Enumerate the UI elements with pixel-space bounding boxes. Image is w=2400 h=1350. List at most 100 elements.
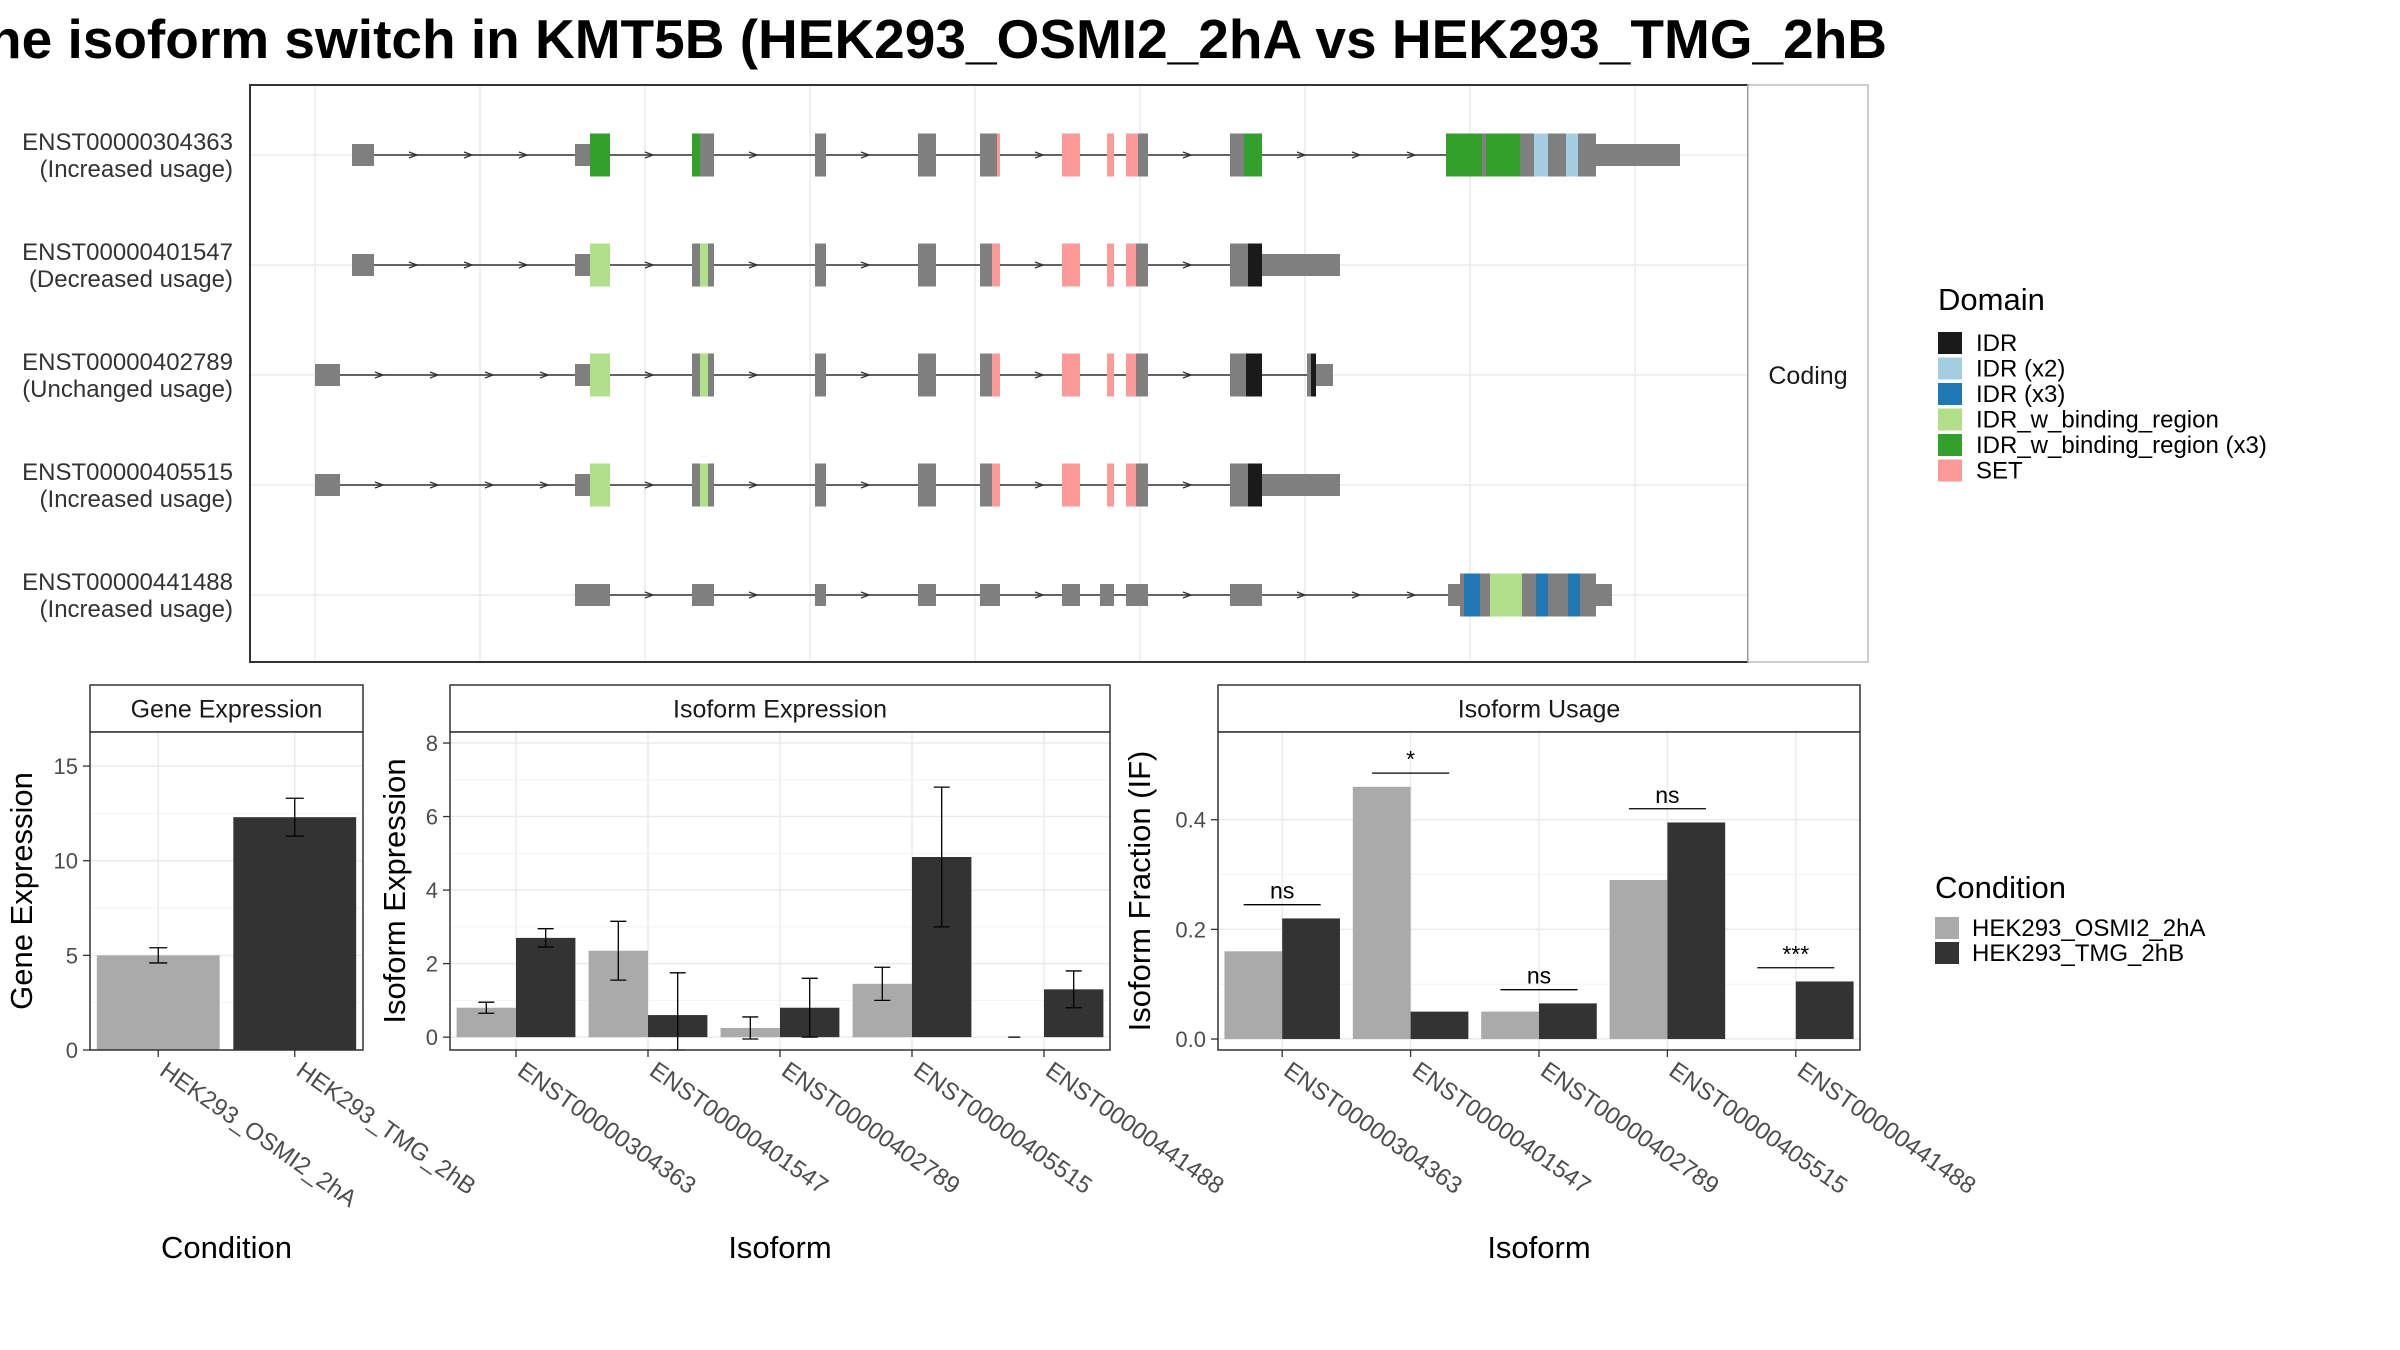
isoform-usage-panel: Isoform Usagens*nsns***0.00.20.4ENST0000…	[1122, 684, 1981, 1265]
intron-direction-arrow	[1296, 151, 1307, 159]
bar-HEK293_TMG_2hB	[516, 937, 576, 1038]
intron-direction-arrow	[860, 481, 871, 489]
intron-direction-arrow	[1034, 591, 1045, 599]
exon-segment	[352, 144, 374, 166]
exon-segment	[1062, 133, 1080, 177]
y-axis-title: Isoform Fraction (IF)	[1122, 751, 1157, 1032]
intron-direction-arrow	[408, 151, 419, 159]
panel-strip-label: Gene Expression	[131, 696, 323, 724]
exon-segment	[692, 463, 700, 507]
intron-direction-arrow	[860, 591, 871, 599]
domain-legend-swatch	[1938, 332, 1962, 354]
y-tick-label: 0.2	[1175, 917, 1206, 942]
exon-segment	[980, 353, 992, 397]
significance-label: ns	[1655, 782, 1679, 808]
y-tick-label: 6	[426, 805, 438, 830]
exon-segment	[700, 463, 708, 507]
exon-segment	[1126, 133, 1138, 177]
significance-label: *	[1406, 746, 1415, 772]
bar-HEK293_TMG_2hB	[1667, 822, 1726, 1040]
exon-segment	[815, 584, 826, 606]
exon-segment	[1446, 133, 1482, 177]
exon-segment	[1126, 463, 1136, 507]
bar-HEK293_TMG_2hB	[1795, 981, 1854, 1040]
transcript-usage-label: (Increased usage)	[40, 596, 233, 623]
exon-segment	[1520, 133, 1534, 177]
intron-direction-arrow	[748, 151, 759, 159]
panel-plot-border	[89, 731, 364, 1051]
exon-segment	[575, 474, 590, 496]
x-axis-title: Isoform	[728, 1230, 831, 1265]
condition-legend-label: HEK293_TMG_2hB	[1972, 940, 2184, 967]
intron-direction-arrow	[644, 481, 655, 489]
y-axis-title: Isoform Expression	[377, 758, 412, 1023]
intron-direction-arrow	[1182, 591, 1193, 599]
facet-label-coding: Coding	[1768, 362, 1847, 390]
exon-segment	[1107, 243, 1114, 287]
exon-segment	[590, 353, 610, 397]
exon-segment	[1062, 584, 1080, 606]
exon-segment	[1316, 364, 1333, 386]
domain-legend-label: IDR_w_binding_region (x3)	[1976, 432, 2267, 459]
bar-HEK293_TMG_2hB	[1282, 918, 1340, 1040]
exon-segment	[700, 243, 708, 287]
exon-segment	[1262, 474, 1340, 496]
exon-segment	[590, 133, 610, 177]
intron-direction-arrow	[518, 151, 529, 159]
bar-HEK293_OSMI2_2hA	[1609, 880, 1668, 1040]
transcript-usage-label: (Increased usage)	[40, 486, 233, 513]
x-axis-title: Isoform	[1487, 1230, 1590, 1265]
panel-strip-label: Isoform Usage	[1458, 696, 1621, 724]
exon-segment	[1534, 133, 1548, 177]
exon-segment	[1311, 353, 1316, 397]
exon-segment	[1136, 353, 1148, 397]
exon-segment	[1548, 133, 1566, 177]
intron-direction-arrow	[1034, 481, 1045, 489]
intron-direction-arrow	[748, 371, 759, 379]
isoform-expression-panel: Isoform Expression02468ENST00000304363EN…	[377, 684, 1229, 1265]
exon-segment	[352, 254, 374, 276]
intron-direction-arrow	[484, 371, 495, 379]
gene-expression-panel: Gene Expression051015HEK293_OSMI2_2hAHEK…	[4, 684, 481, 1265]
exon-segment	[1062, 353, 1080, 397]
intron-direction-arrow	[463, 151, 474, 159]
intron-direction-arrow	[644, 371, 655, 379]
transcript-usage-label: (Increased usage)	[40, 156, 233, 183]
intron-direction-arrow	[1406, 151, 1417, 159]
exon-segment	[815, 243, 826, 287]
exon-segment	[1230, 463, 1248, 507]
bar-HEK293_OSMI2_2hA	[1224, 951, 1283, 1040]
exon-segment	[708, 243, 714, 287]
panel-strip-label: Isoform Expression	[673, 696, 887, 724]
exon-segment	[1548, 573, 1568, 617]
bar-HEK293_OSMI2_2hA	[96, 955, 220, 1050]
transcript-usage-label: (Unchanged usage)	[22, 376, 233, 403]
exon-segment	[575, 254, 590, 276]
exon-segment	[1262, 254, 1340, 276]
intron-direction-arrow	[1182, 481, 1193, 489]
transcript-id-label: ENST00000304363	[22, 129, 233, 156]
panel-strip	[449, 684, 1111, 733]
domain-legend-label: IDR	[1976, 330, 2017, 357]
exon-segment	[708, 353, 714, 397]
exon-segment	[815, 353, 826, 397]
y-tick-label: 0.0	[1175, 1027, 1206, 1052]
bar-HEK293_OSMI2_2hA	[1481, 1011, 1539, 1040]
exon-segment	[1126, 353, 1136, 397]
exon-segment	[315, 364, 340, 386]
intron-direction-arrow	[1182, 371, 1193, 379]
exon-segment	[692, 133, 700, 177]
exon-segment	[918, 243, 936, 287]
bar-HEK293_TMG_2hB	[1410, 1011, 1469, 1040]
exon-segment	[1062, 243, 1080, 287]
x-axis-title: Condition	[161, 1230, 292, 1265]
y-tick-label: 4	[426, 878, 438, 903]
intron-direction-arrow	[484, 481, 495, 489]
intron-direction-arrow	[463, 261, 474, 269]
exon-segment	[1107, 133, 1114, 177]
exon-segment	[1460, 573, 1464, 617]
exon-segment	[1126, 584, 1148, 606]
exon-segment	[1126, 243, 1136, 287]
